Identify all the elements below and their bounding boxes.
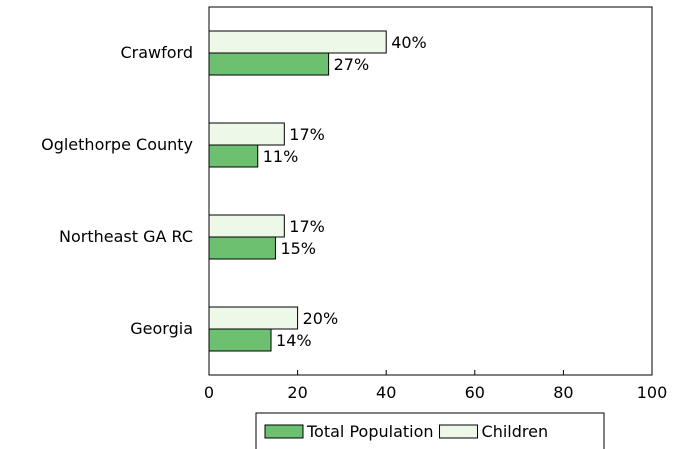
bar-children: [208, 306, 299, 330]
bar-children: [208, 122, 285, 146]
legend-box: [255, 412, 605, 449]
x-tick-label: 20: [287, 383, 307, 402]
data-label: 17%: [289, 125, 325, 144]
bar-total-population: [208, 236, 276, 260]
legend-label: Children: [482, 422, 549, 441]
data-label: 20%: [303, 309, 339, 328]
data-label: 11%: [263, 147, 299, 166]
x-tick-label: 0: [204, 383, 214, 402]
data-label: 14%: [276, 331, 312, 350]
legend-label: Total Population: [306, 422, 434, 441]
legend-swatch: [264, 424, 304, 439]
category-label: Northeast GA RC: [59, 227, 193, 246]
bar-children: [208, 214, 285, 238]
category-label: Crawford: [120, 43, 193, 62]
bar-total-population: [208, 144, 259, 168]
data-label: 15%: [280, 239, 316, 258]
x-tick-label: 40: [376, 383, 396, 402]
data-label: 40%: [391, 33, 427, 52]
category-label: Oglethorpe County: [41, 135, 193, 154]
plot-frame: [208, 6, 653, 376]
data-label: 27%: [334, 55, 370, 74]
bar-total-population: [208, 328, 272, 352]
x-tick-label: 60: [465, 383, 485, 402]
legend-swatch: [439, 424, 479, 439]
bar-children: [208, 30, 387, 54]
legend: Total Population Children: [255, 412, 605, 449]
x-tick-label: 100: [637, 383, 668, 402]
category-label: Georgia: [130, 319, 193, 338]
x-axis: 0 20 40 60 80 100: [204, 370, 667, 402]
x-tick-label: 80: [553, 383, 573, 402]
data-label: 17%: [289, 217, 325, 236]
bars-layer: 40% 27% 17% 11% 17% 15% 20% 14%: [208, 30, 427, 352]
y-axis: Crawford Oglethorpe County Northeast GA RC…: [41, 43, 193, 338]
bar-total-population: [208, 52, 330, 76]
